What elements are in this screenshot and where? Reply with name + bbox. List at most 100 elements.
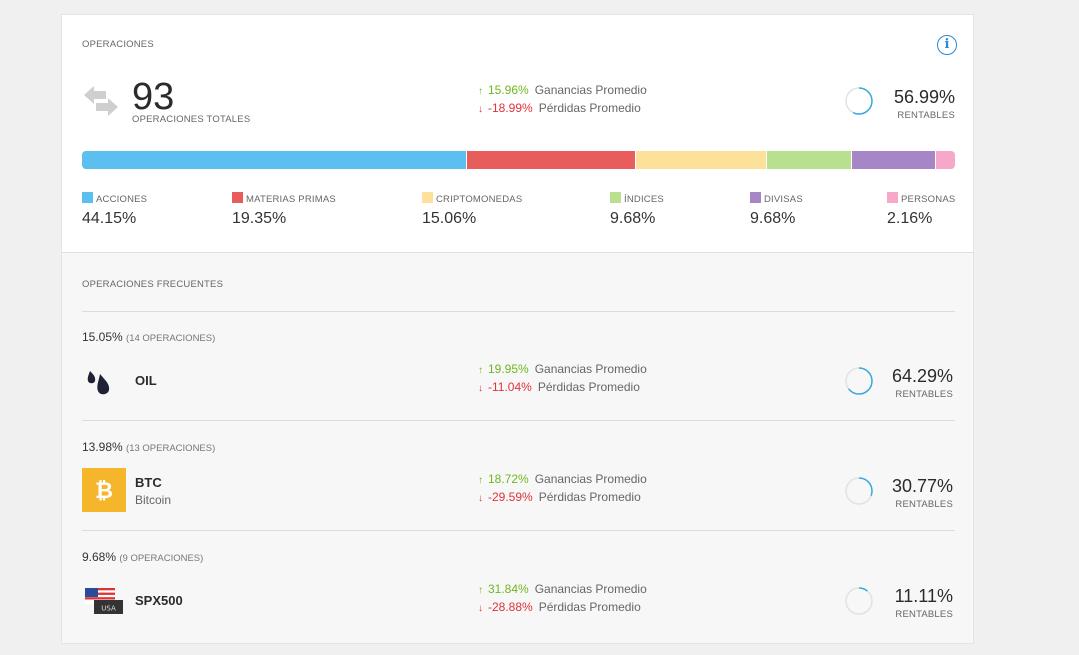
average-gain-label: Ganancias Promedio: [534, 83, 647, 97]
row-share-percent: 13.98%: [82, 440, 123, 454]
legend-label: PERSONAS: [901, 194, 956, 205]
profitable-label: RENTABLES: [895, 609, 953, 620]
profitable-percent: 64.29%: [891, 366, 953, 386]
average-gain: ↑ 18.72% Ganancias Promedio: [478, 470, 647, 490]
legend-percent: 15.06%: [422, 210, 477, 227]
profitable-label: RENTABLES: [895, 499, 953, 510]
average-loss: ↓ -11.04% Pérdidas Promedio: [478, 378, 640, 398]
bitcoin-icon[interactable]: ₿: [82, 468, 126, 512]
asset-symbol[interactable]: BTC: [135, 475, 162, 490]
average-loss: ↓ -28.88% Pérdidas Promedio: [478, 598, 641, 618]
average-loss-label: Pérdidas Promedio: [538, 600, 641, 614]
section-title: OPERACIONES: [82, 39, 154, 50]
profitable-ring-icon: [845, 587, 873, 615]
legend-percent: 2.16%: [887, 210, 933, 227]
legend-indices[interactable]: ÍNDICES 9.68%: [610, 189, 664, 228]
total-operations-count: 93: [132, 76, 175, 118]
asset-symbol[interactable]: SPX500: [135, 593, 183, 608]
legend-swatch: [610, 192, 621, 203]
asset-symbol[interactable]: OIL: [135, 373, 157, 388]
distribution-segment[interactable]: [936, 151, 955, 169]
arrow-up-icon: ↑: [478, 365, 483, 376]
legend-label: DIVISAS: [764, 194, 803, 205]
legend-label: ÍNDICES: [624, 194, 664, 205]
distribution-segment[interactable]: [851, 151, 937, 169]
row-operations-count: (9 OPERACIONES): [119, 553, 204, 564]
average-loss: ↓ -29.59% Pérdidas Promedio: [478, 488, 641, 508]
total-operations-label: OPERACIONES TOTALES: [132, 114, 251, 125]
row-operations-count: (14 OPERACIONES): [126, 333, 216, 344]
profitable-label: RENTABLES: [895, 389, 953, 400]
legend-criptomonedas[interactable]: CRIPTOMONEDAS 15.06%: [422, 189, 522, 228]
average-gain: ↑ 31.84% Ganancias Promedio: [478, 580, 647, 600]
profitable-percent: 11.11%: [894, 586, 953, 606]
divider: [82, 530, 955, 531]
profitable-ring-icon: [845, 87, 873, 115]
profitable-ring-icon: [845, 367, 873, 395]
legend-swatch: [750, 192, 761, 203]
average-gain: ↑ 15.96% Ganancias Promedio: [478, 81, 647, 101]
distribution-bar: [82, 151, 955, 169]
arrow-up-icon: ↑: [478, 86, 483, 97]
profitable-label: RENTABLES: [897, 110, 955, 121]
average-loss-value: -29.59%: [488, 490, 533, 504]
row-share: 9.68% (9 OPERACIONES): [82, 550, 203, 564]
legend-swatch: [82, 192, 93, 203]
legend-swatch: [422, 192, 433, 203]
usa-flag-icon[interactable]: USA: [82, 578, 126, 622]
divider: [82, 420, 955, 421]
distribution-segment[interactable]: [635, 151, 768, 169]
profitable-ring-icon: [845, 477, 873, 505]
operations-card: OPERACIONES i 93 OPERACIONES TOTALES ↑ 15…: [61, 14, 974, 644]
row-operations-count: (13 OPERACIONES): [126, 443, 216, 454]
legend-materias-primas[interactable]: MATERIAS PRIMAS 19.35%: [232, 189, 336, 228]
legend-swatch: [887, 192, 898, 203]
row-share: 13.98% (13 OPERACIONES): [82, 440, 215, 454]
divider: [82, 311, 955, 312]
profitable-percent: 30.77%: [891, 476, 953, 496]
distribution-segment[interactable]: [467, 151, 636, 169]
average-loss-label: Pérdidas Promedio: [538, 101, 641, 115]
legend-divisas[interactable]: DIVISAS 9.68%: [750, 189, 803, 228]
profitable-percent: 56.99%: [893, 87, 955, 107]
average-gain-value: 15.96%: [488, 83, 529, 97]
operations-overview: OPERACIONES i 93 OPERACIONES TOTALES ↑ 15…: [62, 15, 973, 253]
arrow-down-icon: ↓: [478, 493, 483, 504]
average-gain-label: Ganancias Promedio: [534, 472, 647, 486]
svg-text:₿: ₿: [95, 479, 113, 504]
info-icon[interactable]: i: [937, 35, 957, 55]
svg-text:USA: USA: [101, 605, 116, 613]
legend-personas[interactable]: PERSONAS 2.16%: [887, 189, 955, 228]
legend-label: MATERIAS PRIMAS: [246, 194, 336, 205]
legend-label: CRIPTOMONEDAS: [436, 194, 523, 205]
average-loss-label: Pérdidas Promedio: [538, 490, 641, 504]
legend-percent: 9.68%: [610, 210, 656, 227]
average-gain-label: Ganancias Promedio: [534, 362, 647, 376]
row-share: 15.05% (14 OPERACIONES): [82, 330, 215, 344]
average-loss: ↓ -18.99% Pérdidas Promedio: [478, 99, 641, 119]
average-loss-value: -18.99%: [488, 101, 533, 115]
average-gain-value: 19.95%: [488, 362, 529, 376]
legend-swatch: [232, 192, 243, 203]
average-gain: ↑ 19.95% Ganancias Promedio: [478, 360, 647, 380]
average-loss-value: -11.04%: [488, 380, 532, 394]
distribution-segment[interactable]: [767, 151, 852, 169]
distribution-segment[interactable]: [82, 151, 468, 169]
row-share-percent: 9.68%: [82, 550, 117, 564]
asset-name: Bitcoin: [135, 493, 172, 507]
average-gain-label: Ganancias Promedio: [534, 582, 647, 596]
average-gain-value: 18.72%: [488, 472, 529, 486]
oil-drops-icon[interactable]: [82, 359, 126, 403]
arrow-down-icon: ↓: [478, 104, 483, 115]
average-loss-value: -28.88%: [488, 600, 533, 614]
frequent-operations-title: OPERACIONES FRECUENTES: [82, 279, 224, 290]
frequent-operations: [62, 253, 973, 643]
average-gain-value: 31.84%: [488, 582, 529, 596]
arrow-up-icon: ↑: [478, 585, 483, 596]
average-loss-label: Pérdidas Promedio: [537, 380, 640, 394]
swap-arrows-icon: [84, 86, 118, 116]
arrow-up-icon: ↑: [478, 475, 483, 486]
legend-percent: 44.15%: [82, 210, 137, 227]
arrow-down-icon: ↓: [478, 603, 483, 614]
legend-acciones[interactable]: ACCIONES 44.15%: [82, 189, 147, 228]
